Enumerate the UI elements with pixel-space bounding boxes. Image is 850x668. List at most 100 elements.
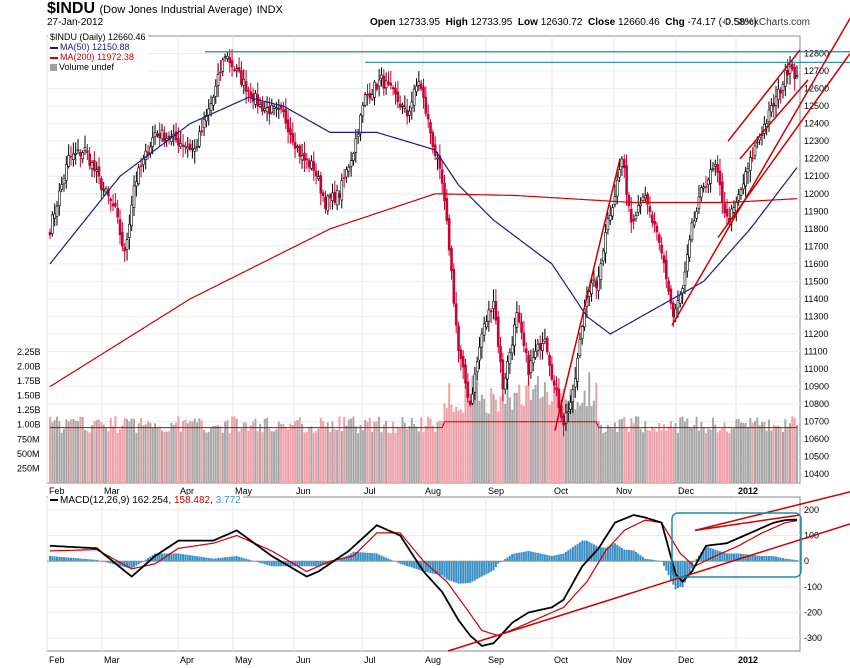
- candle-body: [777, 88, 780, 100]
- volume-bar: [137, 423, 140, 483]
- volume-bar: [266, 417, 269, 483]
- trendline: [727, 49, 801, 142]
- volume-bar: [539, 398, 542, 483]
- month-label: 2012: [738, 486, 758, 496]
- macd-hist-bar: [452, 561, 455, 582]
- macd-hist-bar: [688, 561, 691, 574]
- volume-bar: [49, 416, 51, 483]
- candle-body: [716, 163, 719, 173]
- macd-hist-bar: [317, 561, 320, 567]
- candle-body: [403, 106, 407, 109]
- macd-hist-bar: [707, 547, 710, 562]
- volume-bar: [354, 426, 357, 483]
- candle-body: [592, 278, 596, 282]
- macd-hist-bar: [378, 554, 381, 562]
- candle-body: [158, 133, 162, 139]
- volume-bar: [518, 384, 521, 483]
- volume-bar: [564, 399, 567, 483]
- macd-hist-bar: [322, 561, 325, 566]
- macd-hist-bar: [564, 551, 567, 562]
- candle-body: [524, 348, 528, 354]
- candle-body: [676, 300, 680, 309]
- price-tick-label: 12300: [804, 136, 829, 146]
- volume-bar: [569, 389, 572, 483]
- volume-bar: [777, 425, 780, 483]
- candle-body: [788, 66, 792, 74]
- macd-hist-bar: [735, 553, 738, 562]
- volume-bar: [438, 420, 441, 483]
- macd-hist-bar: [548, 555, 551, 562]
- volume-bar: [102, 424, 105, 483]
- macd-hist-bar: [737, 553, 740, 562]
- candle-body: [643, 195, 647, 199]
- candle-body: [298, 145, 302, 157]
- volume-bar: [366, 421, 369, 483]
- macd-hist-bar: [611, 544, 614, 562]
- volume-bar: [499, 396, 502, 483]
- volume-bar: [730, 428, 733, 483]
- month-label: Feb: [49, 655, 65, 665]
- volume-bar: [371, 431, 374, 483]
- macd-hist-bar: [347, 555, 350, 562]
- macd-hist-bar: [527, 550, 530, 562]
- candle-body: [291, 133, 295, 143]
- volume-bar: [119, 429, 122, 483]
- volume-bar: [231, 416, 234, 483]
- macd-hist-bar: [308, 561, 311, 567]
- price-legend: $INDU (Daily) 12660.46 MA(50) 12150.88 M…: [48, 31, 148, 73]
- candle-body: [144, 150, 148, 160]
- volume-bar: [217, 425, 220, 483]
- candle-body: [240, 70, 243, 85]
- volume-bar: [639, 428, 642, 483]
- candle-body: [67, 155, 70, 167]
- volume-bar: [91, 425, 94, 483]
- candle-body: [104, 188, 108, 193]
- volume-bar: [385, 420, 388, 483]
- price-tick-label: 11100: [804, 347, 828, 357]
- volume-bar: [263, 418, 266, 483]
- macd-hist-bar: [91, 559, 94, 562]
- macd-hist-bar: [630, 550, 633, 562]
- macd-hist-bar: [224, 557, 227, 562]
- volume-bar: [130, 418, 133, 483]
- macd-hist-bar: [380, 555, 383, 562]
- price-tick-label: 12000: [804, 189, 829, 199]
- volume-bar: [326, 422, 329, 483]
- macd-hist-bar: [193, 555, 196, 562]
- macd-hist-bar: [396, 561, 399, 563]
- price-tick-label: 11400: [804, 294, 828, 304]
- volume-bar: [590, 405, 593, 483]
- volume-bar: [473, 389, 476, 483]
- price-tick-label: 11300: [804, 311, 828, 321]
- macd-hist-bar: [793, 559, 796, 562]
- candle-body: [242, 78, 246, 86]
- candle-body: [249, 91, 253, 98]
- candle-body: [121, 231, 124, 247]
- macd-hist-bar: [240, 557, 243, 562]
- volume-bar: [669, 421, 672, 483]
- macd-hist-bar: [105, 561, 108, 563]
- volume-bar: [105, 427, 108, 483]
- macd-hist-bar: [732, 553, 735, 562]
- macd-hist-bar: [471, 561, 474, 582]
- volume-bar: [149, 422, 152, 483]
- volume-bar: [242, 422, 245, 483]
- candle-body: [496, 316, 500, 347]
- macd-hist-bar: [459, 561, 462, 584]
- volume-bar: [478, 400, 481, 483]
- candle-body: [58, 190, 61, 207]
- macd-hist-bar: [788, 559, 791, 562]
- volume-bar: [228, 433, 231, 483]
- candle-body: [692, 220, 696, 226]
- macd-hist-bar: [777, 557, 780, 562]
- macd-hist-bar: [781, 558, 784, 562]
- macd-hist-bar: [168, 553, 171, 562]
- volume-bar: [613, 422, 616, 483]
- volume-bar: [63, 429, 66, 483]
- macd-hist-bar: [315, 561, 318, 567]
- candle-body: [230, 60, 234, 68]
- volume-bar: [700, 421, 703, 483]
- volume-bar: [753, 421, 756, 483]
- macd-hist-bar: [154, 553, 157, 562]
- candle-body: [629, 208, 633, 223]
